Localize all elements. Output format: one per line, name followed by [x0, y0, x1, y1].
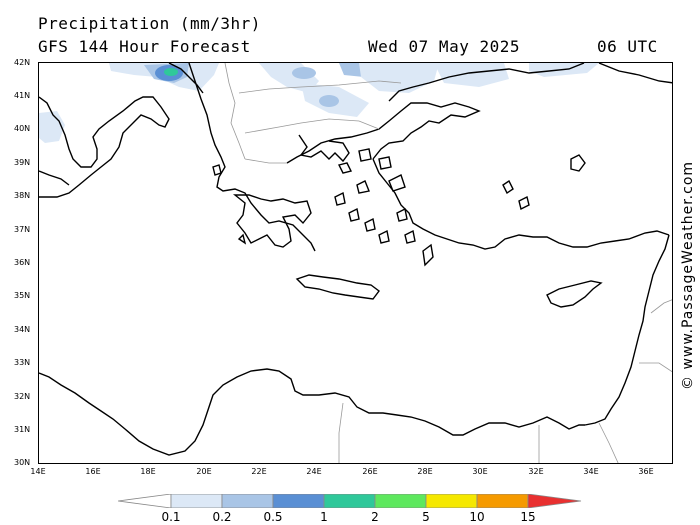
legend-swatch-2 [221, 494, 274, 508]
lat-label: 38N [14, 191, 31, 200]
copyright-credit: © www.PassageWeather.com [680, 160, 696, 390]
precip-colorbar [118, 494, 582, 508]
legend-swatch-3 [272, 494, 325, 508]
legend-label: 0.2 [212, 510, 232, 524]
lat-label: 30N [14, 458, 31, 467]
legend-label: 5 [422, 510, 430, 524]
legend-label: 15 [520, 510, 536, 524]
lon-label: 26E [362, 467, 378, 476]
legend-swatch-1 [170, 494, 223, 508]
precipitation-map [38, 62, 673, 464]
lon-label: 18E [140, 467, 156, 476]
lat-label: 39N [14, 158, 31, 167]
legend-label: 0.1 [161, 510, 181, 524]
lat-label: 35N [14, 291, 31, 300]
lat-label: 41N [14, 91, 31, 100]
lat-label: 32N [14, 392, 31, 401]
lon-label: 14E [30, 467, 46, 476]
map-canvas [39, 63, 672, 463]
forecast-time: 06 UTC [597, 37, 658, 56]
map-title: Precipitation (mm/3hr) [38, 14, 261, 33]
legend-swatch-8 [527, 494, 582, 508]
legend-swatch-7 [476, 494, 529, 508]
lon-label: 32E [528, 467, 544, 476]
coastlines [39, 63, 672, 456]
legend-swatch-0 [118, 494, 172, 508]
legend-swatch-5 [374, 494, 427, 508]
lat-label: 36N [14, 258, 31, 267]
lat-label: 40N [14, 124, 31, 133]
legend-label: 10 [469, 510, 485, 524]
legend-label: 1 [320, 510, 328, 524]
forecast-date: Wed 07 May 2025 [368, 37, 520, 56]
precipitation-areas [39, 63, 599, 143]
legend-label: 0.5 [263, 510, 283, 524]
lon-label: 22E [251, 467, 267, 476]
legend-swatch-4 [323, 494, 376, 508]
lat-label: 42N [14, 58, 31, 67]
lon-label: 30E [472, 467, 488, 476]
lat-label: 31N [14, 425, 31, 434]
legend-label: 2 [371, 510, 379, 524]
lon-label: 28E [417, 467, 433, 476]
country-borders [224, 63, 672, 463]
forecast-subtitle: GFS 144 Hour Forecast [38, 37, 251, 56]
lon-label: 24E [306, 467, 322, 476]
legend-swatch-6 [425, 494, 478, 508]
lat-label: 34N [14, 325, 31, 334]
lon-label: 20E [196, 467, 212, 476]
lon-label: 16E [85, 467, 101, 476]
lat-label: 37N [14, 225, 31, 234]
lon-label: 34E [583, 467, 599, 476]
lat-label: 33N [14, 358, 31, 367]
lon-label: 36E [638, 467, 654, 476]
